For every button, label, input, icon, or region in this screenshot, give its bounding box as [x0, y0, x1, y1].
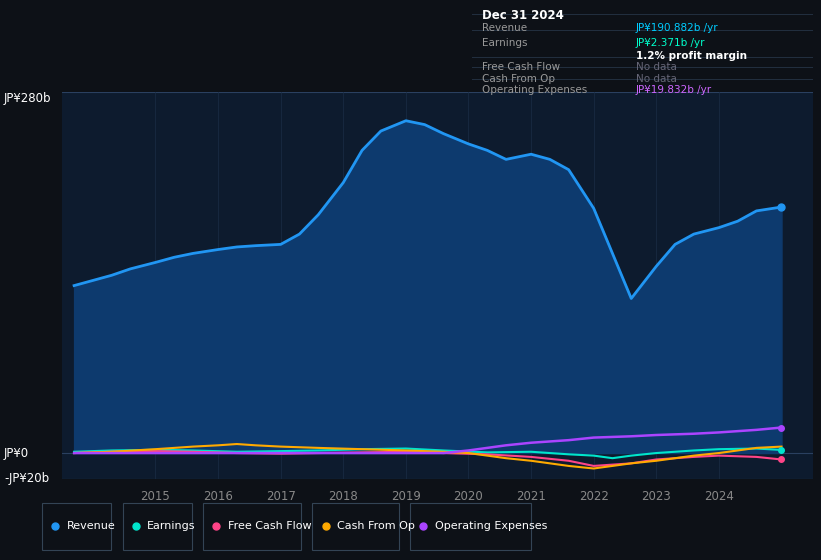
Text: 2023: 2023: [641, 490, 671, 503]
Text: 2020: 2020: [454, 490, 484, 503]
Text: JP¥0: JP¥0: [4, 446, 30, 460]
Text: Revenue: Revenue: [482, 24, 527, 34]
Text: 2019: 2019: [391, 490, 421, 503]
Text: No data: No data: [635, 62, 677, 72]
Text: Revenue: Revenue: [67, 521, 116, 531]
Text: Cash From Op: Cash From Op: [482, 73, 555, 83]
Text: No data: No data: [635, 73, 677, 83]
FancyBboxPatch shape: [42, 503, 111, 550]
Text: Cash From Op: Cash From Op: [337, 521, 415, 531]
Text: 1.2% profit margin: 1.2% profit margin: [635, 51, 746, 61]
Text: JP¥280b: JP¥280b: [4, 92, 52, 105]
Text: Dec 31 2024: Dec 31 2024: [482, 9, 564, 22]
Text: JP¥190.882b /yr: JP¥190.882b /yr: [635, 24, 718, 34]
Text: 2016: 2016: [203, 490, 233, 503]
Text: Operating Expenses: Operating Expenses: [435, 521, 547, 531]
FancyBboxPatch shape: [410, 503, 530, 550]
Text: Free Cash Flow: Free Cash Flow: [482, 62, 561, 72]
FancyBboxPatch shape: [203, 503, 300, 550]
Text: Free Cash Flow: Free Cash Flow: [228, 521, 311, 531]
Text: 2015: 2015: [140, 490, 170, 503]
Text: JP¥19.832b /yr: JP¥19.832b /yr: [635, 85, 712, 95]
FancyBboxPatch shape: [122, 503, 191, 550]
Text: 2021: 2021: [516, 490, 546, 503]
Text: 2024: 2024: [704, 490, 734, 503]
Text: Earnings: Earnings: [148, 521, 196, 531]
Text: 2017: 2017: [266, 490, 296, 503]
Text: Operating Expenses: Operating Expenses: [482, 85, 588, 95]
Text: 2018: 2018: [328, 490, 358, 503]
FancyBboxPatch shape: [312, 503, 398, 550]
Text: -JP¥20b: -JP¥20b: [4, 472, 49, 486]
Text: JP¥2.371b /yr: JP¥2.371b /yr: [635, 38, 705, 48]
Text: Earnings: Earnings: [482, 38, 528, 48]
Text: 2022: 2022: [579, 490, 608, 503]
